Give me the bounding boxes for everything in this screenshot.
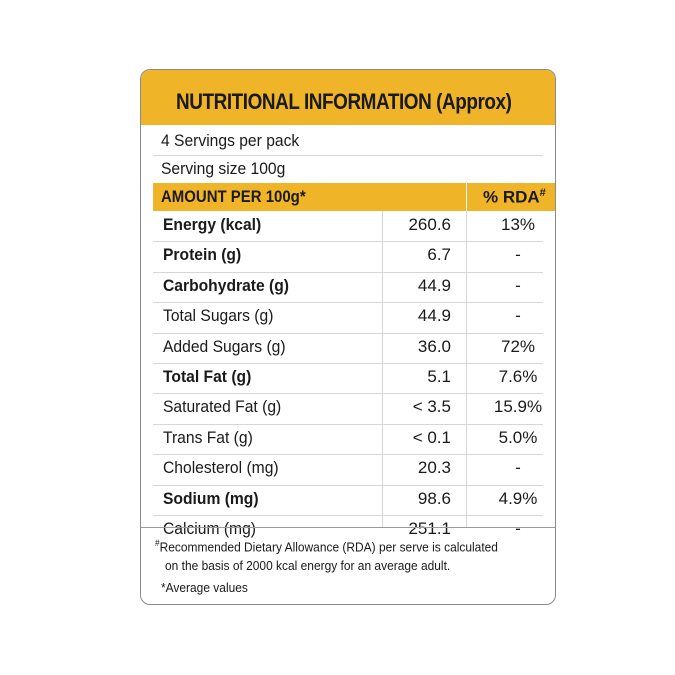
row-divider: [153, 423, 543, 425]
row-divider: [153, 302, 543, 304]
column-header-band: AMOUNT PER 100g* % RDA#: [153, 183, 555, 211]
nutrient-value: 98.6: [417, 488, 451, 508]
nutrient-value: 44.9: [417, 306, 451, 326]
nutrient-name: Carbohydrate (g): [163, 275, 290, 295]
footnote-divider: [141, 527, 555, 528]
label-title: NUTRITIONAL INFORMATION (Approx): [176, 89, 512, 114]
row-divider: [153, 271, 543, 273]
nutrient-rda: 5.0%: [498, 427, 538, 447]
nutrient-value: 20.3: [417, 458, 451, 478]
nutrient-rda: -: [515, 519, 521, 538]
nutrient-value: 5.1: [427, 367, 451, 386]
rda-header-mark: #: [539, 187, 546, 199]
nutrient-name: Calcium (mg): [163, 519, 256, 538]
nutrient-value: 6.7: [427, 245, 451, 265]
nutrient-rda: 7.6%: [498, 367, 538, 386]
nutrient-row: Saturated Fat (g) < 3.5 15.9%: [153, 393, 555, 423]
row-divider: [153, 454, 543, 456]
label-header: NUTRITIONAL INFORMATION (Approx): [141, 70, 555, 125]
nutrient-name: Total Sugars (g): [163, 306, 274, 326]
nutrient-rda: -: [515, 275, 521, 295]
nutrient-row: Cholesterol (mg) 20.3 -: [153, 454, 555, 484]
nutrient-name: Protein (g): [163, 245, 242, 265]
nutrient-name: Energy (kcal): [163, 215, 262, 234]
column-divider: [466, 211, 467, 527]
nutrient-row: Protein (g) 6.7 -: [153, 241, 555, 271]
nutrient-rda: -: [515, 458, 521, 478]
nutrient-rda: -: [515, 245, 521, 265]
nutrient-row: Total Sugars (g) 44.9 -: [153, 302, 555, 332]
nutrition-label: NUTRITIONAL INFORMATION (Approx) 4 Servi…: [140, 69, 556, 605]
average-values-note: *Average values: [161, 580, 248, 595]
nutrient-value: < 0.1: [412, 427, 451, 447]
nutrient-name: Cholesterol (mg): [163, 458, 279, 478]
nutrient-row: Sodium (mg) 98.6 4.9%: [153, 485, 555, 515]
nutrient-rda: 72%: [500, 336, 536, 356]
row-divider: [153, 393, 543, 395]
nutrient-rda: -: [515, 306, 521, 326]
nutrient-name: Sodium (mg): [163, 488, 259, 508]
servings-per-pack: 4 Servings per pack: [161, 131, 300, 150]
serving-size: Serving size 100g: [161, 159, 286, 178]
nutrient-name: Trans Fat (g): [163, 427, 253, 447]
row-divider: [153, 515, 543, 516]
nutrient-row: Carbohydrate (g) 44.9 -: [153, 272, 555, 302]
nutrient-value: 260.6: [408, 215, 451, 234]
amount-column-header: AMOUNT PER 100g*: [161, 187, 306, 206]
nutrient-value: 251.1: [408, 519, 451, 538]
rda-footnote-text: Recommended Dietary Allowance (RDA) per …: [159, 539, 498, 555]
nutrient-rda: 13%: [500, 215, 536, 234]
column-header-divider: [466, 183, 467, 211]
nutrient-row: Total Fat (g) 5.1 7.6%: [153, 363, 555, 393]
row-divider: [153, 241, 543, 243]
divider: [153, 155, 543, 156]
rda-footnote-line1: #Recommended Dietary Allowance (RDA) per…: [155, 538, 498, 554]
nutrient-row: Energy (kcal) 260.6 13%: [153, 211, 555, 241]
row-divider: [153, 332, 543, 334]
nutrient-name: Added Sugars (g): [163, 336, 286, 356]
row-divider: [153, 484, 543, 486]
column-divider: [382, 211, 383, 527]
rda-column-header: % RDA#: [483, 187, 546, 207]
nutrient-value: 44.9: [417, 275, 451, 295]
nutrient-value: < 3.5: [412, 397, 451, 417]
nutrient-name: Saturated Fat (g): [163, 397, 282, 417]
rda-mark: #: [155, 538, 160, 548]
nutrient-value: 36.0: [417, 336, 451, 356]
nutrient-row: Trans Fat (g) < 0.1 5.0%: [153, 424, 555, 454]
nutrient-row: Added Sugars (g) 36.0 72%: [153, 333, 555, 363]
nutrient-rda: 15.9%: [493, 397, 543, 417]
rda-footnote-line2: on the basis of 2000 kcal energy for an …: [165, 558, 451, 573]
nutrient-name: Total Fat (g): [163, 367, 252, 386]
nutrient-row: Calcium (mg) 251.1 -: [153, 515, 555, 545]
nutrient-rda: 4.9%: [498, 488, 538, 508]
row-divider: [153, 363, 543, 364]
